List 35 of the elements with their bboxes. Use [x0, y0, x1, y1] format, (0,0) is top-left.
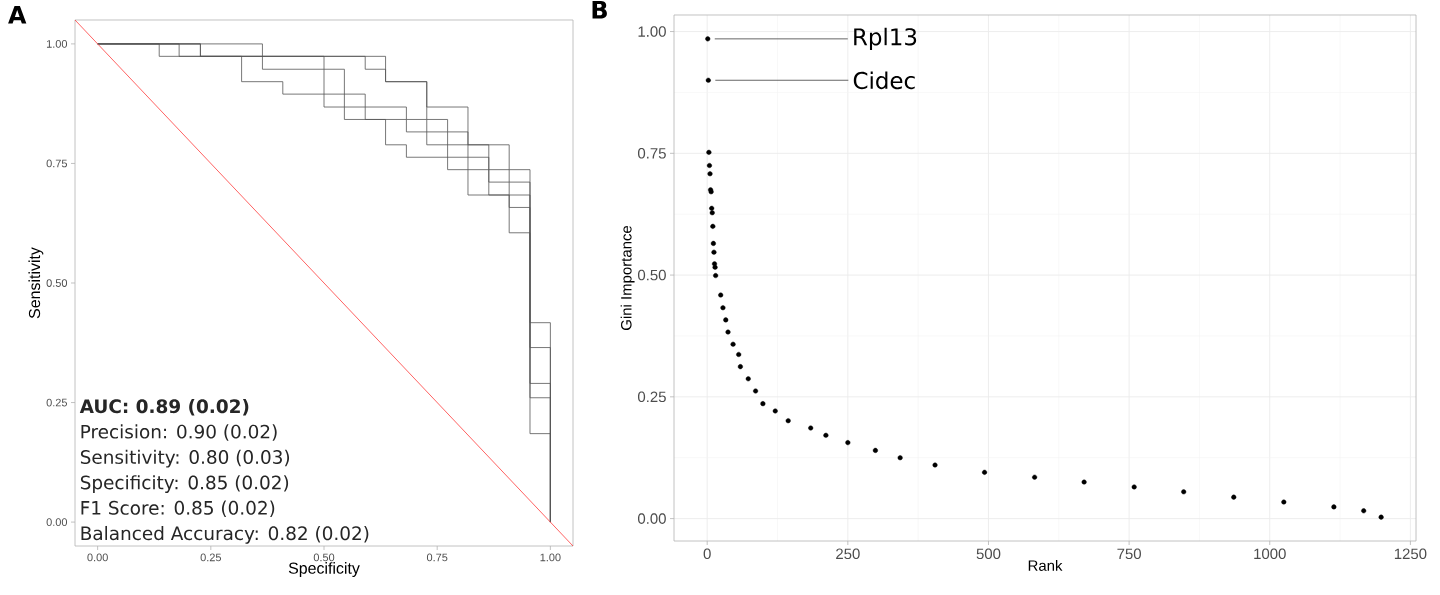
x-axis-title: Specificity — [288, 562, 360, 577]
annotation: Specificity: 0.85 (0.02) — [80, 475, 289, 493]
x-tick-label: 0.75 — [426, 553, 448, 562]
x-tick-label: 1.00 — [540, 553, 561, 562]
x-tick-label: 250 — [836, 548, 860, 560]
y-tick-label: 0.25 — [637, 391, 666, 403]
y-tick-label: 0.25 — [46, 398, 68, 407]
y-tick-label: 0.75 — [46, 159, 68, 168]
x-tick-label: 0.00 — [87, 553, 108, 562]
annotation: Sensitivity: 0.80 (0.03) — [80, 449, 290, 468]
y-tick-label: 1.00 — [638, 26, 666, 37]
y-tick-label: 0.50 — [46, 279, 68, 287]
annotation: AUC: 0.89 (0.02) — [79, 398, 249, 416]
y-axis-title: Sensitivity — [28, 247, 44, 319]
y-axis-title: Gini Importance — [620, 225, 635, 330]
chart-title: A — [8, 6, 27, 24]
x-tick-label: 750 — [1117, 548, 1141, 560]
annotation: Balanced Accuracy: 0.82 (0.02) — [81, 525, 369, 544]
y-tick-label: 0.00 — [637, 513, 666, 524]
annotation: Cidec — [853, 71, 915, 90]
x-tick-label: 0 — [703, 548, 711, 560]
annotation: Rpl13 — [854, 27, 917, 50]
x-tick-label: 500 — [976, 548, 1001, 560]
y-tick-label: 0.75 — [637, 148, 666, 159]
y-tick-label: 0.50 — [637, 269, 666, 281]
x-tick-label: 0.25 — [200, 553, 222, 562]
x-tick-label: 0.50 — [313, 553, 335, 562]
chart-title: B — [592, 1, 607, 19]
x-axis-title: Rank — [1028, 559, 1063, 571]
annotation: F1 Score: 0.85 (0.02) — [81, 500, 275, 517]
x-tick-label: 1000 — [1254, 548, 1286, 560]
annotation: Precision: 0.90 (0.02) — [81, 424, 277, 441]
x-tick-label: 1250 — [1394, 548, 1427, 560]
y-tick-label: 0.00 — [46, 518, 68, 526]
y-tick-label: 1.00 — [46, 40, 68, 48]
